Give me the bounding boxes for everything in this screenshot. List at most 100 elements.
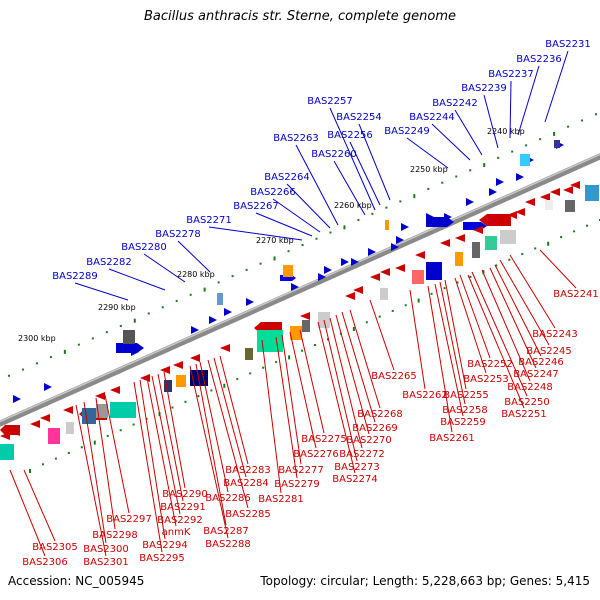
gene-label-reverse[interactable]: BAS2241	[553, 289, 599, 300]
gene-label-forward[interactable]: BAS2249	[384, 126, 430, 137]
gene-label-forward[interactable]: BAS2254	[336, 112, 382, 123]
scale-tick	[35, 362, 38, 365]
gene-label-forward[interactable]: BAS2244	[409, 112, 455, 123]
callout-line	[261, 339, 282, 494]
callout-line	[219, 355, 249, 465]
gene-label-reverse[interactable]: BAS2268	[357, 409, 403, 420]
callout-line	[83, 401, 107, 544]
gene-label-forward[interactable]: BAS2239	[461, 83, 507, 94]
gene-label-reverse[interactable]: BAS2294	[142, 540, 188, 551]
gene-label-reverse[interactable]: anmK	[162, 527, 191, 538]
gene-label-forward[interactable]: BAS2242	[432, 98, 478, 109]
scale-tick	[236, 378, 239, 381]
gene-label-reverse[interactable]: BAS2285	[225, 509, 271, 520]
gene-label-reverse[interactable]: BAS2279	[274, 479, 320, 490]
gene-label-reverse[interactable]: BAS2274	[332, 474, 378, 485]
gene-label-reverse[interactable]: BAS2261	[429, 433, 475, 444]
gene-label-forward[interactable]: BAS2263	[273, 133, 319, 144]
gene-label-forward[interactable]: BAS2231	[545, 39, 591, 50]
gene-label-reverse[interactable]: BAS2253	[463, 374, 509, 385]
gene-label-forward[interactable]: BAS2280	[121, 242, 167, 253]
scale-tick	[391, 309, 394, 312]
gene-label-reverse[interactable]: BAS2283	[225, 465, 271, 476]
gene-label-reverse[interactable]: BAS2272	[339, 449, 385, 460]
callout-line	[323, 319, 358, 462]
gene-box	[110, 402, 136, 418]
gene-label-reverse[interactable]: BAS2300	[83, 544, 129, 555]
gene-box	[412, 270, 424, 284]
gene-label-reverse[interactable]: BAS2246	[518, 357, 564, 368]
gene-label-reverse[interactable]: BAS2259	[440, 417, 486, 428]
gene-box	[565, 200, 575, 212]
scale-tick	[539, 138, 542, 141]
gene-label-reverse[interactable]: BAS2243	[532, 329, 578, 340]
gene-label-reverse[interactable]: BAS2273	[334, 462, 380, 473]
scale-tick	[399, 200, 402, 203]
callout-line	[95, 397, 116, 530]
gene-label-reverse[interactable]: BAS2247	[513, 369, 559, 380]
gene-label-forward[interactable]: BAS2266	[250, 187, 296, 198]
gene-label-reverse[interactable]: BAS2301	[83, 557, 129, 568]
gene-box	[426, 262, 442, 280]
gene-label-reverse[interactable]: BAS2281	[258, 494, 304, 505]
gene-label-forward[interactable]: BAS2256	[327, 130, 373, 141]
gene-label-reverse[interactable]: BAS2297	[106, 514, 152, 525]
gene-label-reverse[interactable]: BAS2287	[203, 526, 249, 537]
callout-line	[177, 240, 211, 273]
gene-label-reverse[interactable]: BAS2290	[162, 489, 208, 500]
gene-label-forward[interactable]: BAS2257	[307, 96, 353, 107]
gene-label-reverse[interactable]: BAS2252	[467, 359, 513, 370]
gene-label-forward[interactable]: BAS2282	[86, 257, 132, 268]
gene-label-reverse[interactable]: BAS2277	[278, 465, 324, 476]
gene-label-reverse[interactable]: BAS2298	[92, 530, 138, 541]
callout-line	[163, 371, 186, 489]
gene-label-forward[interactable]: BAS2271	[186, 215, 232, 226]
gene-label-reverse[interactable]: BAS2292	[157, 515, 203, 526]
gene-label-reverse[interactable]: BAS2288	[205, 539, 251, 550]
gene-label-reverse[interactable]: BAS2251	[501, 409, 547, 420]
reverse-gene-block	[0, 425, 20, 435]
callout-line	[471, 271, 528, 397]
scale-tick	[586, 224, 589, 227]
gene-label-reverse[interactable]: BAS2284	[223, 478, 269, 489]
scale-ticks	[7, 113, 600, 473]
gene-label-reverse[interactable]: BAS2250	[504, 397, 550, 408]
scale-tick	[326, 338, 329, 341]
gene-label-reverse[interactable]: BAS2265	[371, 371, 417, 382]
reverse-gene-arrow	[415, 251, 425, 259]
gene-label-reverse[interactable]: BAS2248	[507, 382, 553, 393]
gene-label-forward[interactable]: BAS2237	[488, 69, 534, 80]
gene-box	[302, 320, 310, 332]
gene-label-reverse[interactable]: BAS2258	[442, 405, 488, 416]
gene-label-reverse[interactable]: BAS2291	[160, 502, 206, 513]
gene-label-reverse[interactable]: BAS2262	[402, 390, 448, 401]
forward-gene-arrow	[368, 248, 376, 256]
gene-label-reverse[interactable]: BAS2245	[526, 346, 572, 357]
gene-label-forward[interactable]: BAS2236	[516, 54, 562, 65]
gene-label-forward[interactable]: BAS2278	[155, 229, 201, 240]
gene-label-forward[interactable]: BAS2264	[264, 172, 310, 183]
callout-line	[544, 50, 569, 123]
callout-line	[517, 65, 540, 136]
gene-box	[66, 422, 74, 434]
gene-label-forward[interactable]: BAS2260	[311, 149, 357, 160]
gene-label-reverse[interactable]: BAS2276	[293, 449, 339, 460]
callout-line	[329, 317, 363, 449]
gene-label-reverse[interactable]: BAS2286	[205, 493, 251, 504]
gene-label-reverse[interactable]: BAS2306	[22, 557, 68, 568]
scale-tick	[560, 236, 563, 239]
gene-label-forward[interactable]: BAS2267	[233, 201, 279, 212]
gene-label-forward[interactable]: BAS2289	[52, 271, 98, 282]
gene-label-reverse[interactable]: BAS2270	[346, 435, 392, 446]
gene-label-reverse[interactable]: BAS2295	[139, 553, 185, 564]
gene-label-reverse[interactable]: BAS2305	[32, 542, 78, 553]
callout-line	[481, 269, 531, 382]
forward-gene-arrow	[324, 266, 332, 274]
callout-line	[454, 277, 487, 374]
gene-label-reverse[interactable]: BAS2275	[301, 434, 347, 445]
gene-label-reverse[interactable]: BAS2255	[443, 390, 489, 401]
scale-label: 2290 kbp	[98, 303, 136, 312]
scale-tick	[413, 194, 416, 199]
gene-label-reverse[interactable]: BAS2269	[352, 423, 398, 434]
accession: Accession: NC_005945	[8, 574, 145, 588]
